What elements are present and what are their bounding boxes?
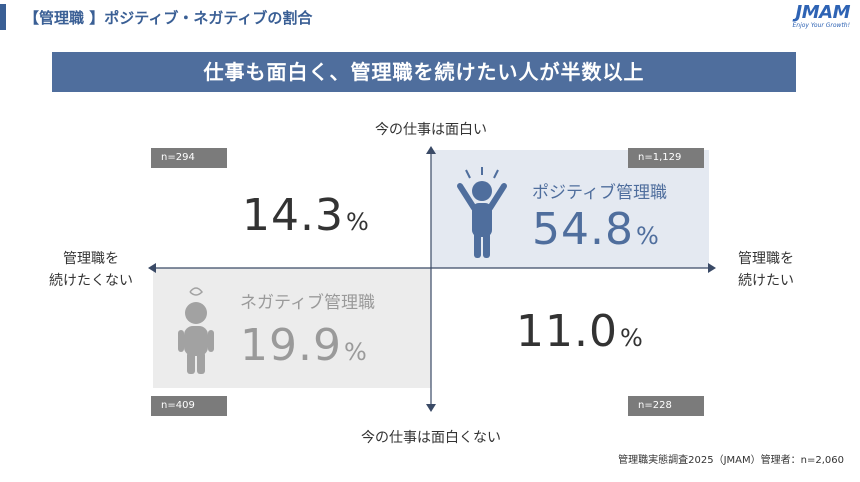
axis-arrow-up	[426, 146, 436, 154]
logo-mark: JMAM	[795, 2, 851, 23]
page-title: 【管理職 】ポジティブ・ネガティブの割合	[24, 9, 313, 27]
jmam-logo: JMAM Enjoy Your Growth!	[792, 2, 851, 30]
axis-label-left: 管理職を 続けたくない	[36, 248, 146, 292]
title-bar: 【管理職 】ポジティブ・ネガティブの割合	[0, 0, 860, 34]
headline-banner: 仕事も面白く、管理職を続けたい人が半数以上	[52, 52, 796, 92]
n-badge-bottom-right: n=228	[628, 396, 704, 416]
negative-label: ネガティブ管理職	[240, 293, 375, 313]
axis-label-right-line1: 管理職を	[738, 251, 794, 267]
value-top-right-unit: %	[635, 222, 660, 250]
axis-label-right-line2: 続けたい	[738, 273, 794, 289]
value-bottom-left-unit: %	[343, 338, 368, 366]
title-accent	[0, 4, 6, 30]
axis-label-left-line2: 続けたくない	[49, 273, 133, 289]
value-top-left-unit: %	[345, 208, 370, 236]
axis-arrow-left	[148, 263, 156, 273]
axis-label-left-line1: 管理職を	[63, 251, 119, 267]
value-top-right: 54.8%	[532, 204, 660, 255]
logo-tagline: Enjoy Your Growth!	[792, 22, 851, 29]
n-badge-top-left: n=294	[151, 148, 227, 168]
axis-label-right: 管理職を 続けたい	[716, 248, 816, 292]
value-bottom-right-number: 11.0	[516, 306, 618, 357]
negative-person-icon	[178, 287, 214, 374]
value-bottom-right-unit: %	[619, 324, 644, 352]
axis-label-top: 今の仕事は面白い	[375, 122, 487, 138]
positive-person-icon	[457, 167, 507, 258]
value-top-right-number: 54.8	[532, 204, 634, 255]
n-badge-top-right: n=1,129	[628, 148, 704, 168]
value-bottom-right: 11.0%	[516, 306, 644, 357]
axis-arrow-right	[708, 263, 716, 273]
axis-arrow-down	[426, 404, 436, 412]
source-note: 管理職実態調査2025（JMAM）管理者：n=2,060	[618, 455, 844, 466]
value-top-left: 14.3%	[242, 190, 370, 241]
axis-label-bottom: 今の仕事は面白くない	[361, 430, 501, 446]
value-top-left-number: 14.3	[242, 190, 344, 241]
value-bottom-left-number: 19.9	[240, 320, 342, 371]
n-badge-bottom-left: n=409	[151, 396, 227, 416]
value-bottom-left: 19.9%	[240, 320, 368, 371]
positive-label: ポジティブ管理職	[532, 183, 667, 203]
